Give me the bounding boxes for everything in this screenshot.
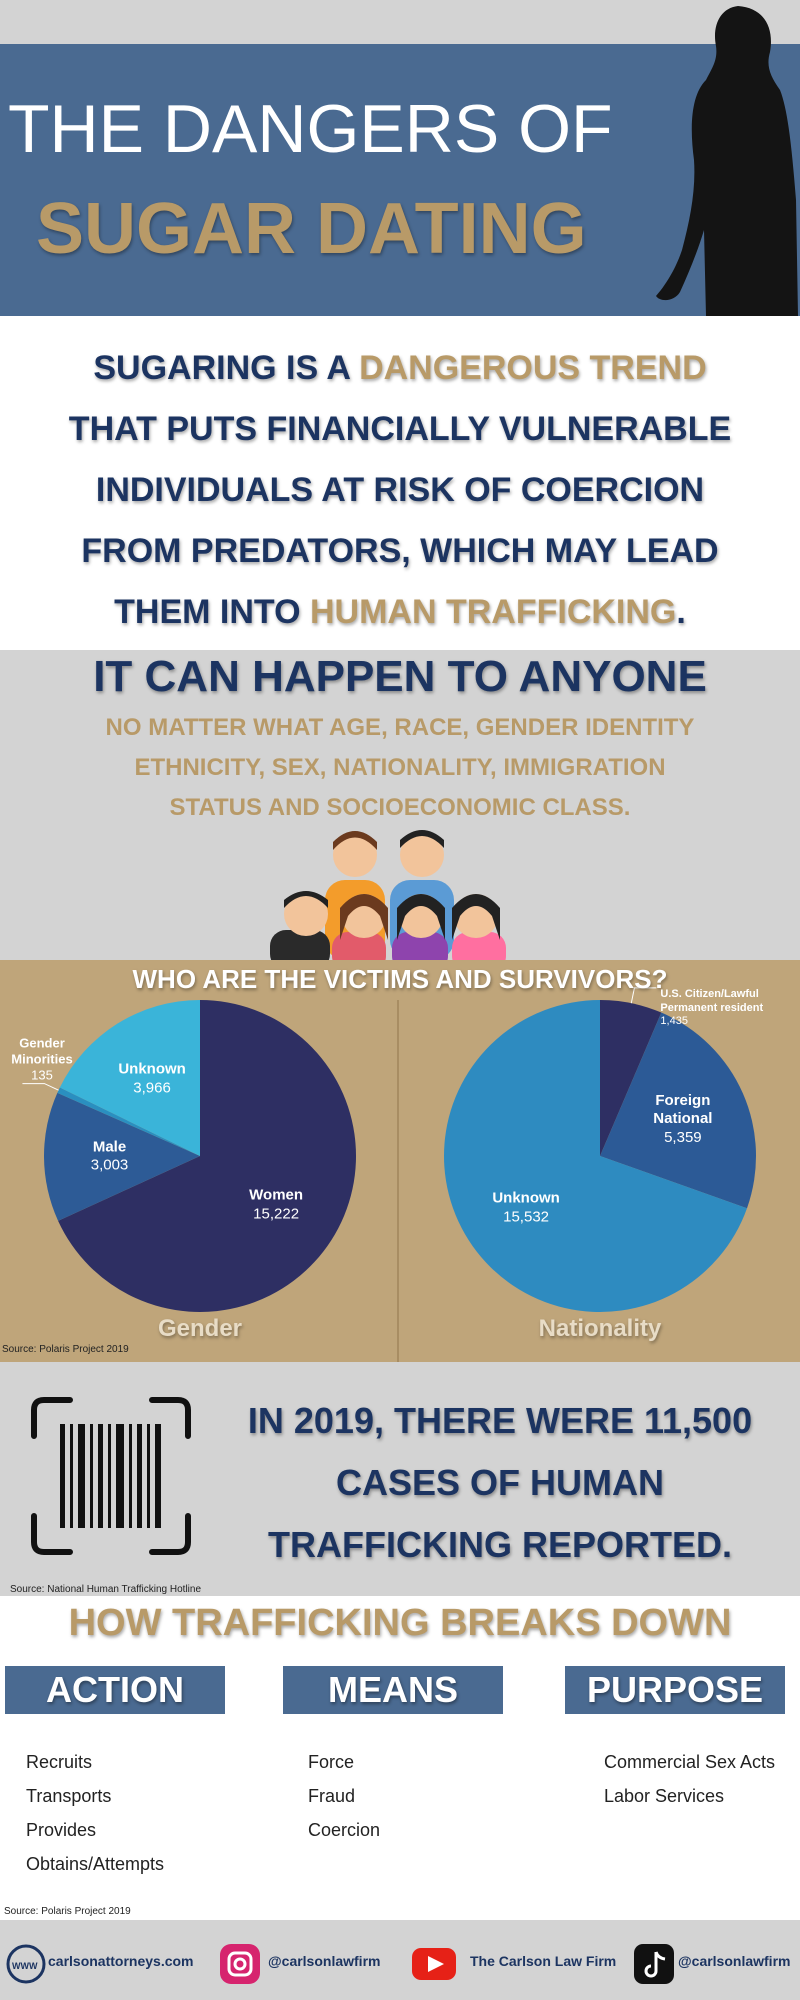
instagram[interactable]: @carlsonlawfirm (268, 1953, 381, 1969)
column-item: Obtains/Attempts (26, 1854, 165, 1874)
column-item: Labor Services (604, 1786, 725, 1806)
pie-slice (59, 1000, 201, 1156)
column-item: Force (308, 1752, 355, 1772)
people-illustration (270, 830, 506, 960)
footer-icons (6, 1944, 674, 1984)
stat-line: IN 2019, THERE WERE 11,500 (247, 1400, 753, 1441)
website-icon: WWW (12, 1961, 38, 1971)
source: Source: Polaris Project 2019 (2, 1344, 129, 1355)
slice-value: 3,003 (90, 1156, 129, 1174)
barcode-icon (31, 1397, 191, 1555)
column-item: Transports (26, 1786, 112, 1806)
slice-label: Foreign National 5,359 (624, 1092, 741, 1148)
intro: SUGARING IS A DANGEROUS TREND THAT PUTS … (0, 338, 800, 643)
slice-value: 5,359 (664, 1129, 702, 1147)
slice-label: U.S. Citizen/Lawful Permanent resident 1,… (660, 988, 785, 1029)
source: Source: National Human Trafficking Hotli… (10, 1584, 202, 1595)
intro-band (0, 316, 800, 650)
intro-highlight: DANGEROUS TREND (359, 349, 707, 387)
intro-text: FROM PREDATORS, WHICH MAY LEAD (81, 532, 719, 570)
slice-name: Unknown (492, 1189, 560, 1207)
tiktok[interactable]: @carlsonlawfirm (678, 1953, 791, 1969)
header-band (0, 44, 800, 316)
victims-title: WHO ARE THE VICTIMS AND SURVIVORS? (132, 964, 668, 994)
pie-title: Nationality (538, 1315, 662, 1342)
youtube[interactable]: The Carlson Law Firm (470, 1953, 617, 1969)
intro-text: SUGARING IS A (93, 349, 350, 387)
slice-label: Male 3,003 (91, 1138, 129, 1176)
slice-label: Women 15,222 (249, 1186, 303, 1224)
slice-label: Unknown 3,966 (118, 1060, 186, 1098)
stat-line: TRAFFICKING REPORTED. (268, 1524, 732, 1565)
stat-line: CASES OF HUMAN (335, 1462, 664, 1503)
pie-slice (57, 1087, 200, 1156)
intro-text: INDIVIDUALS AT RISK OF COERCION (95, 471, 705, 509)
slice-name: Unknown (118, 1060, 186, 1078)
intro-text: . (676, 593, 686, 631)
slice-value: 3,966 (133, 1079, 171, 1097)
slice-name: U.S. Citizen/Lawful Permanent resident (660, 987, 764, 1014)
column-heading: MEANS (283, 1666, 503, 1714)
anyone-line: STATUS AND SOCIOECONOMIC CLASS. (169, 794, 631, 821)
anyone-lines: NO MATTER WHAT AGE, RACE, GENDER IDENTIT… (0, 708, 800, 828)
column-item: Recruits (26, 1752, 93, 1772)
leader-line (630, 987, 657, 1004)
intro-text: THEM INTO (114, 593, 301, 631)
breakdown-band (0, 1596, 800, 1920)
column-heading: ACTION (5, 1666, 225, 1714)
pie-title: Gender (157, 1315, 243, 1342)
slice-value: 135 (31, 1067, 53, 1083)
pie-slice (44, 1092, 201, 1221)
slice-label: Unknown 15,532 (492, 1189, 560, 1227)
intro-highlight: HUMAN TRAFFICKING (309, 593, 677, 631)
slice-value: 15,222 (253, 1204, 300, 1222)
silhouette (656, 6, 798, 316)
pies (22, 987, 757, 1362)
title-line1: THE DANGERS OF (8, 91, 613, 167)
slice-name: Male (92, 1137, 127, 1155)
slice-name: Women (249, 1186, 304, 1204)
anyone-line: NO MATTER WHAT AGE, RACE, GENDER IDENTIT… (105, 714, 695, 741)
column-heading: PURPOSE (565, 1666, 785, 1714)
slice-value: 15,532 (503, 1208, 550, 1226)
column-item: Provides (26, 1820, 97, 1840)
website[interactable]: carlsonattorneys.com (48, 1953, 194, 1969)
slice-name: Foreign National (653, 1091, 713, 1128)
breakdown-title: HOW TRAFFICKING BREAKS DOWN (68, 1602, 732, 1644)
anyone-line: ETHNICITY, SEX, NATIONALITY, IMMIGRATION (134, 754, 666, 781)
column-item: Commercial Sex Acts (604, 1752, 776, 1772)
pie-slice (600, 1012, 757, 1209)
stat: IN 2019, THERE WERE 11,500 CASES OF HUMAN… (215, 1390, 785, 1576)
slice-name: Gender Minorities (11, 1034, 73, 1067)
title-line2: SUGAR DATING (36, 189, 587, 269)
column-item: Fraud (308, 1786, 356, 1806)
intro-text: THAT PUTS FINANCIALLY VULNERABLE (68, 410, 732, 448)
pie-slice (600, 1000, 662, 1156)
pie-slice (444, 1000, 748, 1312)
leader-line (22, 1083, 59, 1091)
source: Source: Polaris Project 2019 (4, 1906, 131, 1917)
slice-label: Gender Minorities 135 (2, 1035, 82, 1084)
anyone-title: IT CAN HAPPEN TO ANYONE (93, 652, 707, 701)
slice-value: 1,435 (660, 1015, 688, 1028)
pie-slice (58, 1000, 357, 1312)
victims-section: WHO ARE THE VICTIMS AND SURVIVORS? Sourc… (0, 960, 800, 1362)
column-item: Coercion (308, 1820, 381, 1840)
